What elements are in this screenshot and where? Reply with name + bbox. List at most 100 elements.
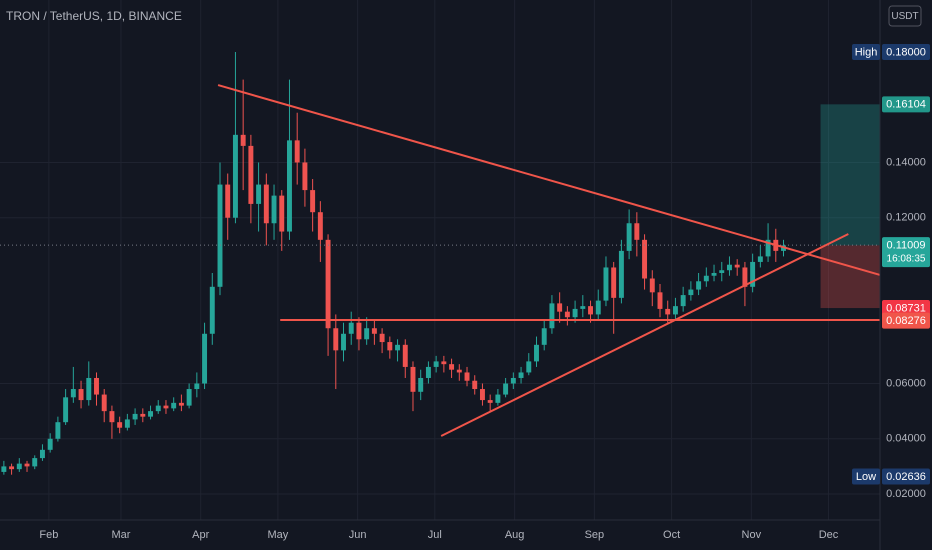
candle-body <box>16 463 22 470</box>
candle-body <box>117 422 123 428</box>
candle-body <box>202 333 208 384</box>
candle-body <box>47 438 53 450</box>
y-tick-label: 0.12000 <box>886 212 926 224</box>
loss-zone <box>820 245 880 309</box>
candle-body <box>595 300 601 315</box>
candle-body <box>248 145 254 204</box>
candle-body <box>441 361 447 365</box>
candle-body <box>727 264 732 271</box>
candle-body <box>387 342 393 351</box>
candle-body <box>356 322 362 340</box>
candle-body <box>487 400 493 403</box>
candle-body <box>194 383 200 390</box>
candle-body <box>433 361 439 367</box>
last-price-label: 0.11009 <box>887 240 926 252</box>
candle-body <box>310 190 316 213</box>
candle-body <box>371 328 377 334</box>
candle-body <box>256 184 262 204</box>
candle-body <box>526 361 532 373</box>
candle-body <box>140 413 146 417</box>
profit-zone <box>820 104 880 246</box>
candle-body <box>580 306 586 309</box>
candle-body <box>680 295 686 307</box>
candle-body <box>518 372 524 378</box>
candle-body <box>611 267 617 298</box>
candle-body <box>395 344 401 351</box>
candle-body <box>618 250 624 298</box>
x-tick-label: Feb <box>39 529 58 541</box>
currency-box[interactable] <box>888 5 922 27</box>
candle-body <box>271 195 277 224</box>
candle-body <box>588 306 593 315</box>
candle-body <box>557 303 563 312</box>
candle-body <box>703 275 709 282</box>
candle-body <box>449 364 455 370</box>
candle-body <box>418 377 424 392</box>
x-tick-label: May <box>268 529 289 541</box>
x-tick-label: Nov <box>742 529 762 541</box>
price-label-box <box>882 300 930 317</box>
candle-body <box>665 308 671 315</box>
candle-body <box>464 372 470 381</box>
price-label-box <box>882 468 930 485</box>
candle-body <box>70 389 76 398</box>
candle-body <box>333 328 339 351</box>
candle-body <box>94 377 99 395</box>
candle-body <box>9 466 15 470</box>
candle-body <box>186 389 192 406</box>
candle-body <box>364 328 370 340</box>
candle-body <box>734 264 740 268</box>
x-tick-label: Dec <box>819 529 839 541</box>
last-price-box <box>882 237 930 268</box>
x-tick-label: Mar <box>111 529 130 541</box>
candle-body <box>503 383 509 395</box>
currency[interactable]: USDT <box>891 11 918 22</box>
candle-body <box>294 140 300 163</box>
candle-body <box>124 419 130 428</box>
candle-body <box>572 308 578 318</box>
candle-body <box>325 239 331 329</box>
candle-body <box>178 402 184 406</box>
x-tick-label: Jul <box>428 529 442 541</box>
marker-tag-box <box>852 43 880 60</box>
candle-body <box>634 223 640 240</box>
candle-body <box>155 405 161 412</box>
x-tick-label: Jun <box>349 529 367 541</box>
candle-body <box>63 397 69 423</box>
trendline <box>440 233 849 437</box>
candle-body <box>719 270 725 273</box>
x-tick-label: Oct <box>663 529 680 541</box>
candle-body <box>287 140 292 232</box>
candle-body <box>86 377 92 401</box>
candle-body <box>534 344 539 362</box>
candle-body <box>1 466 7 472</box>
marker-tag-box <box>852 468 880 485</box>
candle-body <box>696 281 702 290</box>
candle-body <box>757 256 763 262</box>
candle-body <box>688 289 694 296</box>
price-label-box <box>882 96 930 113</box>
candle-body <box>24 463 30 467</box>
candle-body <box>232 134 238 218</box>
countdown: 16:08:35 <box>887 254 926 265</box>
candle-body <box>672 306 678 315</box>
x-tick-label: Apr <box>192 529 209 541</box>
candle-body <box>750 261 756 287</box>
candle-body <box>55 422 61 439</box>
candle-body <box>101 394 107 412</box>
candle-body <box>209 286 215 334</box>
candle-body <box>348 322 354 334</box>
y-tick-label: 0.04000 <box>886 433 926 445</box>
candle-body <box>742 267 748 287</box>
candle-body <box>472 380 478 390</box>
candle-body <box>479 389 485 401</box>
price-label: 0.08731 <box>886 302 926 314</box>
price-label: 0.02636 <box>886 471 926 483</box>
y-tick-label: 0.14000 <box>886 156 926 168</box>
candle-body <box>711 272 717 276</box>
x-tick-label: Aug <box>505 529 525 541</box>
candle-body <box>341 333 346 351</box>
candle-body <box>263 184 269 224</box>
